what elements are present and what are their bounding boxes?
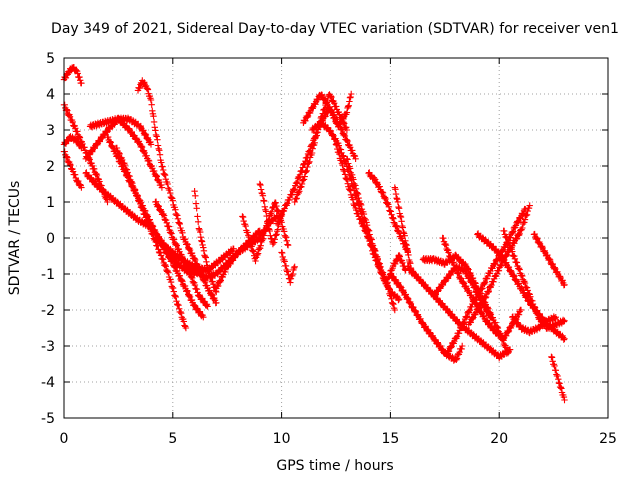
series-25 — [365, 169, 411, 256]
series-points — [548, 353, 568, 404]
series-23 — [332, 141, 398, 314]
data-points — [60, 64, 568, 404]
y-tick-label: 3 — [46, 123, 55, 139]
y-tick-label: -3 — [41, 339, 55, 355]
series-points — [191, 188, 220, 296]
series-13 — [191, 188, 220, 296]
series-points — [86, 114, 166, 191]
x-tick-label: 25 — [599, 431, 617, 447]
y-tick-labels: -5 -4 -3 -2 -1 0 1 2 3 4 5 — [41, 51, 55, 427]
series-points — [387, 270, 466, 364]
series-points — [365, 169, 411, 256]
y-tick-label: 0 — [46, 231, 55, 247]
chart-title: Day 349 of 2021, Sidereal Day-to-day VTE… — [51, 21, 619, 37]
x-axis-label: GPS time / hours — [276, 458, 393, 474]
x-tick-label: 5 — [168, 431, 177, 447]
series-33 — [465, 202, 533, 328]
series-points — [465, 202, 533, 328]
x-tick-label: 15 — [381, 431, 399, 447]
series-points — [332, 141, 398, 314]
series-18 — [278, 249, 298, 286]
y-tick-label: -1 — [41, 267, 55, 283]
series-points — [509, 313, 559, 337]
y-tick-label: -2 — [41, 303, 55, 319]
axis-ticks — [63, 57, 609, 419]
series-points — [300, 90, 355, 130]
series-26 — [391, 184, 416, 278]
series-21 — [300, 90, 355, 130]
y-tick-label: -5 — [41, 411, 55, 427]
series-27 — [387, 270, 466, 364]
series-38 — [548, 353, 568, 404]
x-tick-label: 20 — [490, 431, 508, 447]
x-tick-label: 0 — [60, 431, 69, 447]
y-tick-label: 4 — [46, 87, 55, 103]
series-points — [152, 233, 237, 275]
y-tick-label: 2 — [46, 159, 55, 175]
x-tick-labels: 0 5 10 15 20 25 — [60, 431, 617, 447]
series-12 — [152, 233, 237, 275]
series-points — [278, 249, 298, 286]
grid — [64, 58, 608, 418]
series-37 — [530, 230, 568, 289]
series-24 — [343, 155, 409, 287]
series-36 — [509, 313, 559, 337]
series-points — [104, 133, 207, 321]
series-points — [530, 230, 568, 289]
x-tick-label: 10 — [273, 431, 291, 447]
series-6 — [86, 114, 166, 191]
y-tick-label: -4 — [41, 375, 55, 391]
y-tick-label: 5 — [46, 51, 55, 67]
series-8 — [104, 133, 207, 321]
y-tick-label: 1 — [46, 195, 55, 211]
series-points — [391, 184, 416, 278]
y-axis-label: SDTVAR / TECUs — [7, 181, 23, 296]
series-points — [343, 155, 409, 287]
